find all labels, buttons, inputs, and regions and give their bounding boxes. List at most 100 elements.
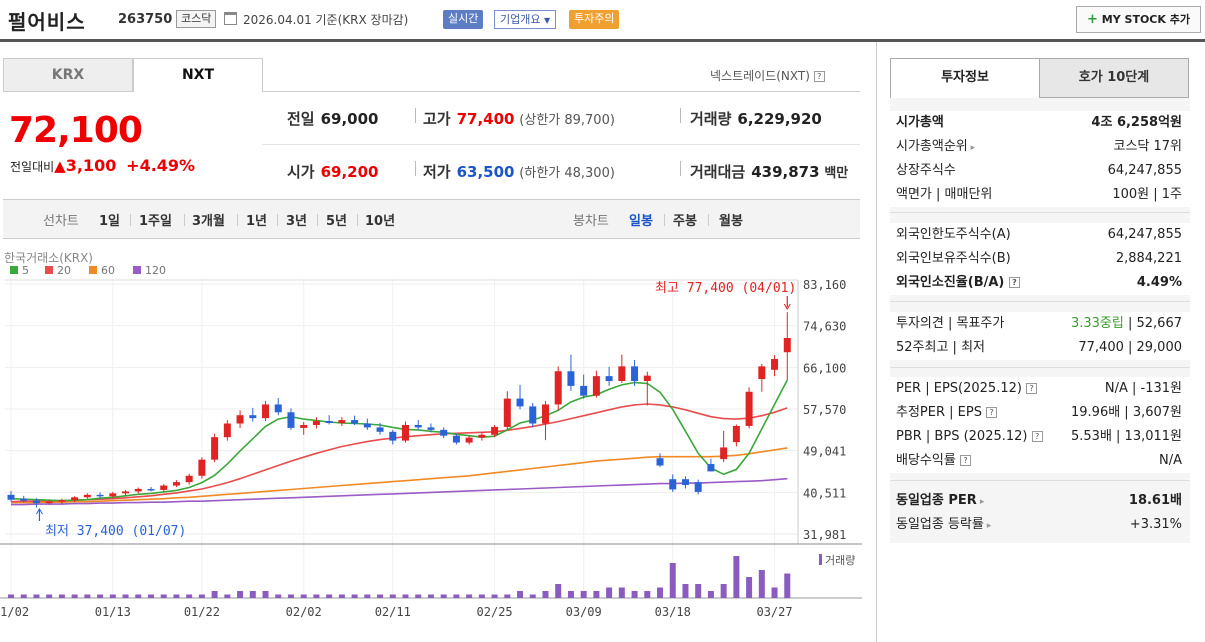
candle[interactable] — [669, 479, 677, 490]
nxt-link[interactable]: 넥스트레이드(NXT) ? — [710, 67, 825, 84]
candle[interactable] — [338, 420, 346, 424]
candle[interactable] — [656, 458, 664, 466]
volume-bar[interactable] — [644, 591, 651, 598]
candle[interactable] — [554, 371, 562, 405]
candle[interactable] — [236, 415, 244, 424]
period-5y[interactable]: 5년 — [326, 214, 348, 229]
candle[interactable] — [771, 359, 779, 370]
volume-bar[interactable] — [504, 594, 511, 599]
candle[interactable] — [503, 398, 511, 427]
candle[interactable] — [262, 404, 270, 419]
info-row[interactable]: 동일업종 등락률 ▸ +3.31% — [890, 513, 1190, 537]
volume-bar[interactable] — [707, 591, 714, 598]
add-mystock-button[interactable]: + MY STOCK 추가 — [1076, 6, 1201, 33]
candle[interactable] — [312, 421, 320, 425]
candle[interactable] — [389, 431, 397, 441]
candle[interactable] — [605, 376, 613, 382]
volume-bar[interactable] — [682, 584, 689, 598]
candle[interactable] — [681, 479, 689, 486]
candle[interactable] — [7, 494, 15, 500]
candle[interactable] — [452, 435, 460, 443]
volume-bar[interactable] — [746, 577, 753, 598]
volume-bar[interactable] — [313, 594, 320, 599]
candle[interactable] — [732, 425, 740, 443]
volume-bar[interactable] — [542, 591, 549, 598]
candle[interactable] — [745, 391, 753, 426]
price-chart[interactable]: 한국거래소(KRX)5 20 60 120 83,160 74,630 66,100 57,5… — [0, 244, 862, 642]
volume-bar[interactable] — [364, 594, 371, 599]
volume-bar[interactable] — [478, 594, 485, 599]
help-icon[interactable]: ? — [1031, 431, 1043, 442]
volume-bar[interactable] — [20, 594, 27, 599]
info-row[interactable]: 추정PER | EPS ? 19.96배 | 3,607원 — [890, 401, 1190, 425]
volume-bar[interactable] — [784, 573, 791, 599]
candle[interactable] — [287, 412, 295, 428]
volume-bar[interactable] — [657, 587, 664, 599]
volume-bar[interactable] — [186, 594, 193, 599]
candle[interactable] — [720, 447, 728, 460]
help-icon[interactable]: ? — [986, 407, 998, 418]
candle[interactable] — [160, 485, 168, 490]
candle[interactable] — [491, 426, 499, 435]
volume-bar[interactable] — [338, 594, 345, 599]
info-row[interactable]: PBR | BPS (2025.12) ? 5.53배 | 13,011원 — [890, 425, 1190, 449]
candle[interactable] — [414, 424, 422, 428]
candle[interactable] — [694, 482, 702, 492]
period-1y[interactable]: 1년 — [246, 214, 268, 229]
candle[interactable] — [643, 375, 651, 382]
period-3y[interactable]: 3년 — [286, 214, 308, 229]
candle[interactable] — [20, 498, 28, 501]
candle-weekly[interactable]: 주봉 — [673, 214, 697, 229]
volume-bar[interactable] — [618, 587, 625, 599]
volume-bar[interactable] — [97, 594, 104, 599]
corp-overview-dropdown[interactable]: 기업개요 ▼ — [494, 10, 557, 29]
info-row[interactable]: 배당수익률 ? N/A — [890, 449, 1190, 473]
candle[interactable] — [249, 415, 257, 419]
info-row[interactable]: 시가총액순위 ▸ 코스닥 17위 — [890, 135, 1190, 159]
volume-bar[interactable] — [440, 594, 447, 599]
volume-bar[interactable] — [580, 591, 587, 598]
help-icon[interactable]: ? — [1008, 277, 1020, 288]
volume-bar[interactable] — [198, 594, 205, 599]
candle[interactable] — [185, 475, 193, 483]
volume-bar[interactable] — [733, 556, 740, 598]
candle[interactable] — [529, 406, 537, 424]
candle[interactable] — [71, 497, 79, 501]
candle[interactable] — [440, 429, 448, 436]
volume-bar[interactable] — [466, 594, 473, 599]
volume-bar[interactable] — [8, 594, 14, 599]
volume-bar[interactable] — [669, 563, 676, 598]
candle[interactable] — [300, 424, 308, 428]
candle[interactable] — [223, 423, 231, 438]
volume-bar[interactable] — [517, 591, 524, 598]
candle[interactable] — [45, 501, 53, 504]
volume-bar[interactable] — [567, 591, 574, 598]
help-icon[interactable]: ? — [813, 71, 825, 82]
volume-bar[interactable] — [275, 594, 282, 599]
volume-bar[interactable] — [211, 591, 218, 598]
candle[interactable] — [211, 437, 219, 460]
volume-bar[interactable] — [224, 594, 231, 599]
volume-bar[interactable] — [300, 594, 307, 599]
candle[interactable] — [783, 338, 791, 353]
volume-bar[interactable] — [695, 584, 702, 598]
candle[interactable] — [83, 494, 91, 498]
candle[interactable] — [109, 493, 117, 497]
volume-bar[interactable] — [491, 594, 498, 599]
candle[interactable] — [376, 427, 384, 432]
candle[interactable] — [122, 491, 130, 494]
period-1w[interactable]: 1주일 — [139, 214, 172, 229]
volume-bar[interactable] — [33, 594, 40, 599]
volume-bar[interactable] — [147, 594, 154, 599]
volume-bar[interactable] — [529, 594, 536, 599]
volume-bar[interactable] — [453, 594, 460, 599]
info-row[interactable]: 동일업종 PER ▸ 18.61배 — [890, 489, 1190, 513]
volume-bar[interactable] — [249, 591, 256, 598]
candle[interactable] — [427, 427, 435, 430]
candle[interactable] — [707, 464, 715, 472]
candle[interactable] — [567, 371, 575, 386]
candle[interactable] — [58, 500, 66, 502]
volume-bar[interactable] — [122, 594, 129, 599]
candle[interactable] — [478, 434, 486, 438]
help-icon[interactable]: ? — [1026, 383, 1038, 394]
